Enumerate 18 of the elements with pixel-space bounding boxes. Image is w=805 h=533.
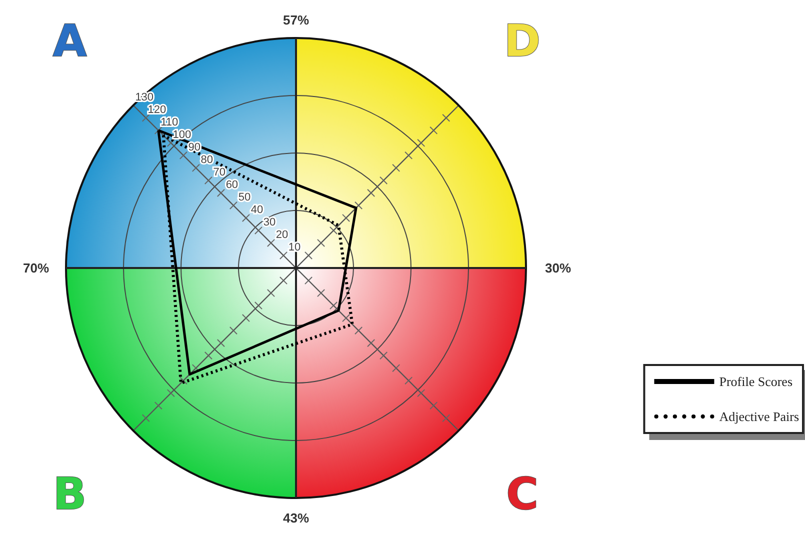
y-tick-label: 110	[160, 116, 178, 128]
y-tick-label: 70	[213, 166, 226, 178]
text: 43%	[282, 510, 310, 526]
y-tick-label: 40	[250, 204, 264, 216]
text: 70%	[22, 260, 50, 276]
y-tick-label: 50	[238, 191, 251, 204]
y-tick-label: 30	[263, 216, 276, 228]
legend-label: Adjective Pairs	[719, 409, 800, 424]
y-tick-label: 60	[226, 178, 238, 191]
y-tick-label: 20	[276, 228, 288, 241]
spoke-label: A	[52, 16, 87, 68]
y-tick-label: 120	[148, 104, 166, 116]
spoke-label: C	[506, 468, 538, 520]
text: 30%	[544, 260, 572, 276]
spoke-label: D	[504, 16, 541, 68]
text: 57%	[282, 12, 310, 28]
legend-label: Profile Scores	[719, 374, 793, 389]
spoke-label: B	[52, 468, 86, 520]
